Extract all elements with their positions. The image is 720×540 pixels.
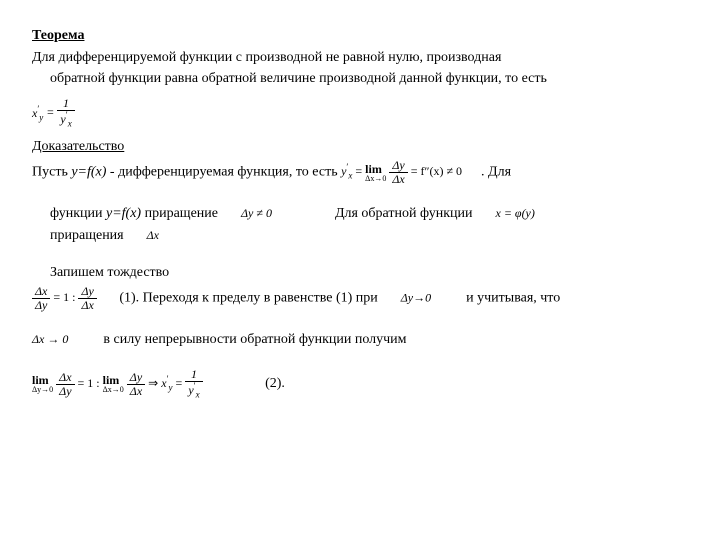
proof-line-7: limΔy→0 Δx Δy = 1 : limΔx→0 Δy Δx ⇒ x′y … (32, 368, 688, 400)
proof-line-4: Запишем тождество (32, 263, 688, 283)
proof-title: Доказательство (32, 137, 688, 157)
theorem-line-1: Для дифференцируемой функции с производн… (32, 48, 688, 68)
title: Теорема (32, 26, 688, 46)
proof-line-6: Δx → 0 в силу непрерывности обратной фун… (32, 330, 688, 350)
proof-line-2: функции y=f(x) приращение Δy ≠ 0 Для обр… (32, 204, 688, 224)
theorem-line-2: обратной функции равна обратной величине… (32, 69, 688, 89)
proof-line-5: Δx Δy = 1 : Δy Δx (1). Переходя к предел… (32, 285, 688, 312)
proof-line-3: приращения Δx (32, 226, 688, 246)
proof-line-1: Пусть y=f(x) - дифференцируемая функция,… (32, 159, 688, 186)
formula-inverse-derivative: x′y = 1 y′x (32, 97, 688, 129)
